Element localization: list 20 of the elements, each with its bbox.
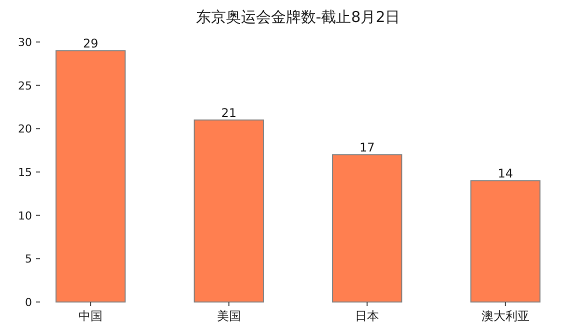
y-tick-label: 10: [18, 209, 32, 222]
x-tick-label: 澳大利亚: [481, 309, 530, 323]
data-label: 21: [221, 106, 237, 120]
bar: [56, 50, 126, 302]
x-tick-label: 美国: [216, 309, 241, 323]
data-label: 17: [359, 140, 375, 155]
y-tick-label: 20: [18, 122, 32, 136]
x-tick-label: 日本: [355, 309, 380, 323]
y-tick-label: 25: [18, 79, 32, 92]
y-tick-label: 30: [18, 36, 32, 49]
y-tick-label: 5: [25, 252, 32, 266]
bar: [194, 120, 264, 302]
bar: [470, 180, 540, 302]
data-label: 29: [82, 36, 98, 51]
y-tick-label: 15: [18, 166, 32, 179]
y-tick-label: 0: [25, 296, 32, 309]
data-label: 14: [498, 166, 514, 181]
bar: [332, 154, 402, 302]
chart-title: 东京奥运会金牌数-截止8月2日: [196, 8, 400, 26]
x-tick-label: 中国: [78, 309, 103, 323]
